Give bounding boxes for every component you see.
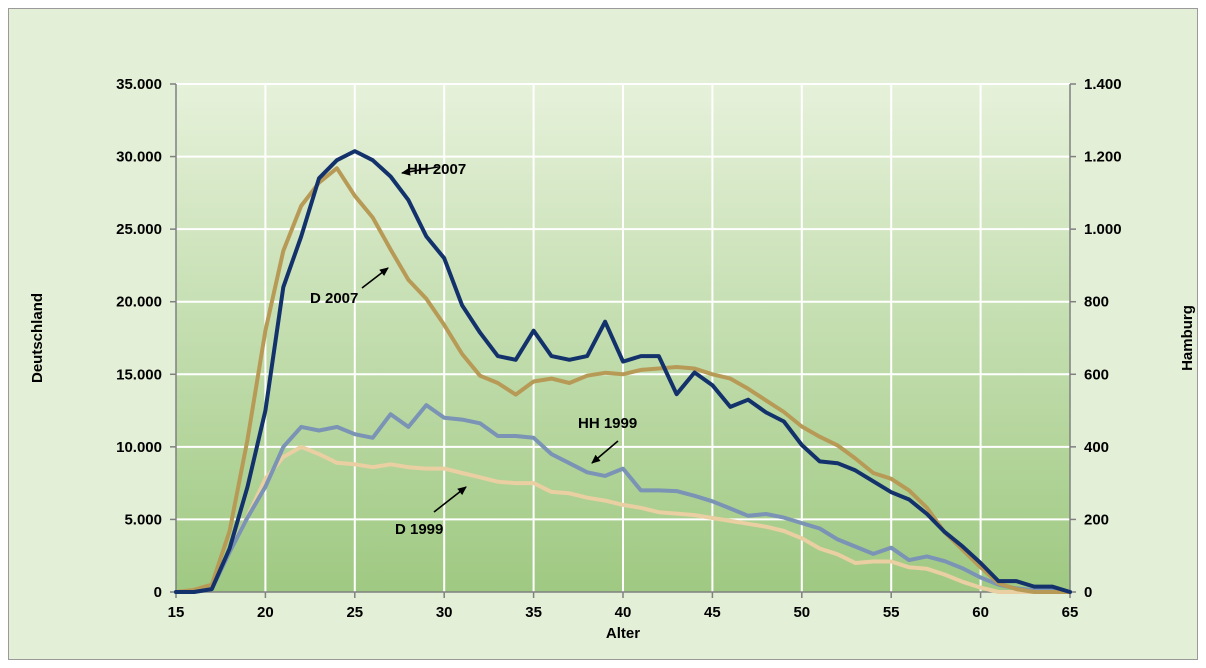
left-y-tick-label: 10.000 bbox=[116, 439, 162, 456]
grid-lines bbox=[176, 83, 1070, 592]
left-y-tick-label: 5.000 bbox=[124, 511, 162, 528]
right-y-tick-label: 0 bbox=[1084, 584, 1092, 601]
x-tick-label: 15 bbox=[168, 604, 185, 621]
right-y-axis-ticks: 0 200 400 600 800 1.000 1.200 1.400 bbox=[1070, 76, 1122, 601]
x-tick-label: 55 bbox=[883, 604, 900, 621]
x-tick-label: 65 bbox=[1062, 604, 1079, 621]
x-tick-label: 30 bbox=[436, 604, 453, 621]
right-y-tick-label: 800 bbox=[1084, 294, 1109, 311]
series-line-d-2007 bbox=[174, 166, 1072, 594]
right-y-tick-label: 600 bbox=[1084, 366, 1109, 383]
series-lines bbox=[174, 149, 1072, 594]
series-annotations: HH 2007 D 2007 HH 1999 D 1999 bbox=[310, 161, 637, 538]
x-tick-label: 60 bbox=[972, 604, 989, 621]
x-tick-label: 45 bbox=[704, 604, 721, 621]
left-y-axis-title: Deutschland bbox=[29, 293, 46, 383]
annotation-arrow bbox=[401, 166, 439, 176]
x-axis-title: Alter bbox=[606, 625, 640, 642]
left-y-tick-label: 15.000 bbox=[116, 366, 162, 383]
series-line-hh-1999 bbox=[174, 403, 1072, 594]
annotation-label: HH 2007 bbox=[407, 161, 466, 178]
x-axis-ticks: 15 20 25 30 35 40 45 50 55 60 65 bbox=[168, 592, 1079, 621]
right-y-tick-label: 1.400 bbox=[1084, 76, 1122, 93]
series-line-hh-2007 bbox=[174, 149, 1072, 594]
left-y-tick-label: 35.000 bbox=[116, 76, 162, 93]
annotation-label: HH 1999 bbox=[578, 415, 637, 432]
annotation-arrow bbox=[361, 267, 389, 289]
right-y-tick-label: 400 bbox=[1084, 439, 1109, 456]
x-tick-label: 35 bbox=[525, 604, 542, 621]
left-y-axis-ticks: 0 5.000 10.000 15.000 20.000 25.000 30.000 35.0… bbox=[116, 76, 176, 601]
annotation-label: D 1999 bbox=[395, 521, 443, 538]
right-y-axis-title: Hamburg bbox=[1179, 305, 1196, 371]
right-y-tick-label: 1.200 bbox=[1084, 149, 1122, 166]
x-tick-label: 25 bbox=[346, 604, 363, 621]
annotation-arrow bbox=[591, 440, 619, 464]
right-y-tick-label: 1.000 bbox=[1084, 221, 1122, 238]
left-y-tick-label: 30.000 bbox=[116, 149, 162, 166]
left-y-tick-label: 0 bbox=[154, 584, 162, 601]
annotation-arrow bbox=[433, 486, 467, 513]
left-y-tick-label: 25.000 bbox=[116, 221, 162, 238]
annotation-label: D 2007 bbox=[310, 290, 358, 307]
right-y-tick-label: 200 bbox=[1084, 511, 1109, 528]
x-tick-label: 50 bbox=[793, 604, 810, 621]
left-y-tick-label: 20.000 bbox=[116, 294, 162, 311]
series-line-d-1999 bbox=[174, 444, 1072, 594]
x-tick-label: 20 bbox=[257, 604, 274, 621]
x-tick-label: 40 bbox=[615, 604, 632, 621]
